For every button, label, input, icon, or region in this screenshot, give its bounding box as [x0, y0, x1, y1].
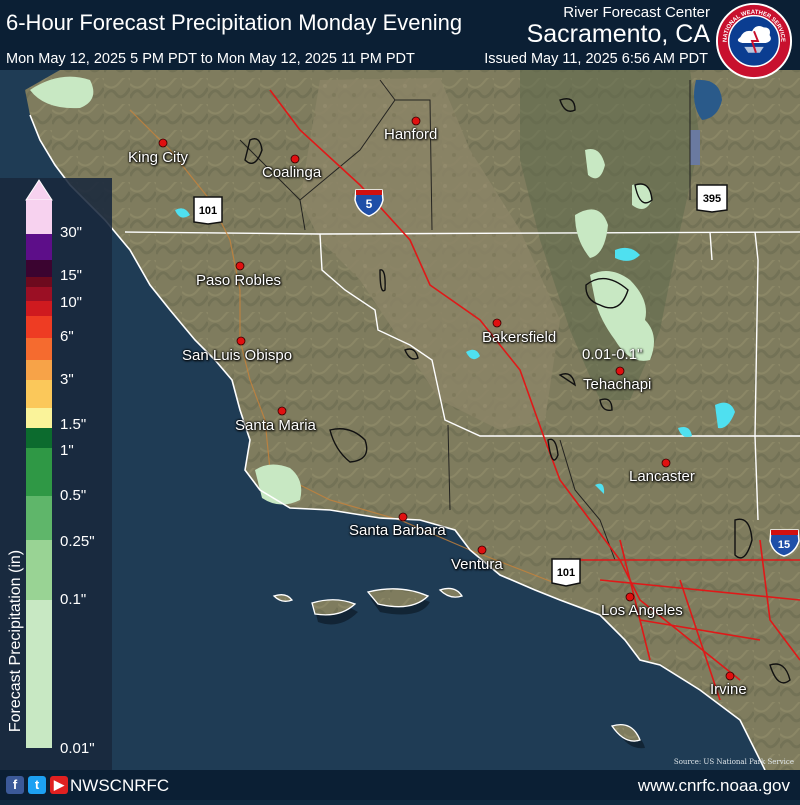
city-label-coalinga: Coalinga [262, 164, 322, 181]
city-marker-santa-barbara [398, 512, 408, 522]
city-marker-hanford [411, 116, 421, 126]
interstate-5-shield [354, 189, 384, 217]
city-marker-paso-robles [235, 261, 245, 271]
city-label-irvine: Irvine [710, 681, 747, 698]
state-boundaries [124, 231, 800, 521]
us-395-label: 395 [703, 193, 721, 205]
central-valley [300, 78, 560, 430]
city-markers [158, 116, 735, 681]
sierra-nevada [520, 70, 700, 400]
legend-label-6: 6" [60, 328, 74, 345]
legend-swatch-2 [26, 380, 52, 408]
city-label-king-city: King City [128, 149, 189, 166]
rfc-location: Sacramento, CA [526, 20, 710, 48]
highway-network [269, 89, 800, 701]
city-marker-bakersfield [492, 318, 502, 328]
legend-arrow [25, 179, 53, 201]
interstate-5-label: 5 [366, 197, 373, 211]
legend-swatch-30 [26, 234, 52, 260]
legend-swatch-1.5 [26, 408, 52, 428]
us-395-shield [696, 184, 728, 213]
legend-swatch-3 [26, 360, 52, 380]
city-marker-san-luis-obispo [236, 336, 246, 346]
legend-label-0.25: 0.25" [60, 533, 95, 550]
legend-colorbar [25, 179, 53, 748]
lakes [690, 79, 722, 165]
subheader-bar [0, 48, 800, 70]
city-label-hanford: Hanford [384, 126, 438, 143]
forecast-amount-label: 0.01-0.1" [582, 346, 643, 363]
city-label-san-luis-obispo: San Luis Obispo [182, 347, 293, 364]
legend-label-1: 1" [60, 442, 74, 459]
city-label-ventura: Ventura [451, 556, 503, 573]
legend-swatch-0.5 [26, 496, 52, 540]
legend-swatch-20 [26, 260, 52, 277]
legend-label-0.1: 0.1" [60, 591, 87, 608]
legend-label-15: 15" [60, 267, 83, 284]
city-label-bakersfield: Bakersfield [482, 329, 557, 346]
city-label-los-angeles: Los Angeles [601, 602, 683, 619]
channel-islands [272, 587, 641, 742]
city-marker-king-city [158, 138, 168, 148]
facebook-icon[interactable]: f [6, 776, 24, 794]
city-label-santa-maria: Santa Maria [235, 417, 316, 434]
legend-swatch-0.1 [26, 600, 52, 748]
us-101-label-north: 101 [199, 205, 217, 217]
nws-logo-icon: NATIONAL WEATHER SERVICE [715, 2, 793, 80]
city-marker-los-angeles [625, 592, 635, 602]
twitter-icon[interactable]: t [28, 776, 46, 794]
youtube-icon[interactable]: ▶ [50, 776, 68, 794]
us-101-shield-north [193, 196, 223, 225]
map-title: 6-Hour Forecast Precipitation Monday Eve… [6, 10, 463, 35]
us-101-label-south: 101 [557, 567, 575, 579]
legend-label-10: 10" [60, 294, 83, 311]
city-marker-ventura [477, 545, 487, 555]
legend-swatch-10 [26, 287, 52, 301]
header-bar [0, 0, 800, 48]
city-marker-lancaster [661, 458, 671, 468]
city-marker-irvine [725, 671, 735, 681]
city-label-lancaster: Lancaster [629, 468, 695, 485]
legend-label-1.5: 1.5" [60, 416, 87, 433]
legend-swatch-4 [26, 338, 52, 360]
county-lines [239, 79, 691, 561]
map-source-credit: Source: US National Park Service [673, 758, 794, 766]
legend-swatch-0.75 [26, 448, 52, 496]
city-marker-coalinga [290, 154, 300, 164]
issued-time: Issued May 11, 2025 6:56 AM PDT [484, 51, 708, 67]
legend-swatch-8 [26, 301, 52, 316]
legend-swatch-0.25 [26, 540, 52, 600]
city-marker-tehachapi [615, 366, 625, 376]
social-handle[interactable]: NWSCNRFC [70, 776, 170, 795]
us-101-shield-south [551, 558, 581, 587]
footer-bar [0, 770, 800, 800]
legend-label-0.01: 0.01" [60, 740, 95, 757]
legend-swatch-1 [26, 428, 52, 448]
legend-label-0.5: 0.5" [60, 487, 87, 504]
legend-swatch-15 [26, 277, 52, 287]
reservoirs [175, 208, 735, 494]
city-marker-santa-maria [277, 406, 287, 416]
city-label-tehachapi: Tehachapi [583, 376, 652, 393]
interstate-15-label: 15 [778, 539, 790, 551]
watershed-outlines [244, 98, 791, 684]
legend-swatch-6 [26, 316, 52, 338]
legend-title: Forecast Precipitation (in) [7, 549, 24, 733]
legend-panel: Forecast Precipitation (in) 30" 15" 10" … [0, 178, 112, 770]
website-link[interactable]: www.cnrfc.noaa.gov [637, 776, 790, 795]
legend-swatch-30plus [26, 200, 52, 234]
valid-time: Mon May 12, 2025 5 PM PDT to Mon May 12,… [6, 51, 415, 67]
legend-label-3: 3" [60, 371, 74, 388]
interstate-15-shield [769, 529, 800, 557]
city-label-paso-robles: Paso Robles [196, 272, 282, 289]
legend-label-30: 30" [60, 224, 83, 241]
city-label-santa-barbara: Santa Barbara [349, 522, 446, 539]
rfc-label: River Forecast Center [563, 4, 710, 21]
